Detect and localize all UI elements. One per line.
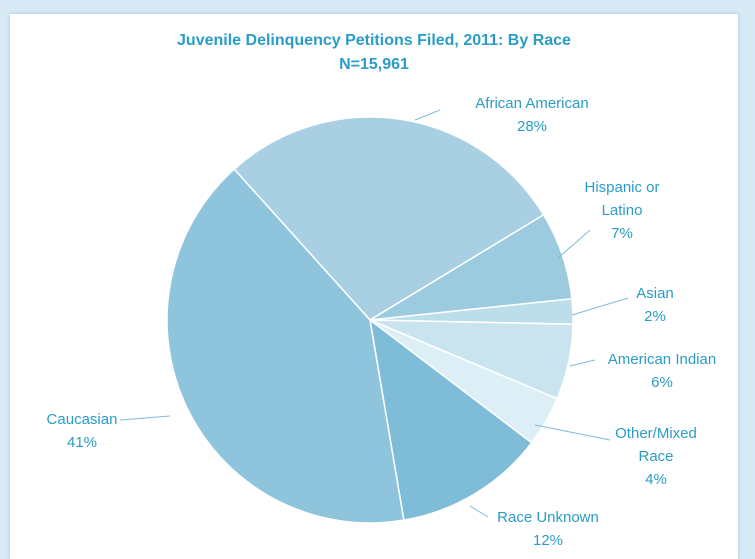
slice-label: Race Unknown [497, 509, 599, 526]
leader-line [534, 424, 611, 441]
leader-line [571, 297, 629, 316]
pie-slice [368, 318, 533, 522]
leader-line [414, 109, 441, 121]
leader-line [469, 505, 489, 518]
chart [119, 109, 629, 524]
slice-label: Hispanic or Latino [584, 179, 660, 219]
leader-line [569, 359, 596, 367]
pie-slice [166, 168, 405, 524]
slice-label: American Indian [607, 351, 717, 368]
slice-value-label: 2% [644, 308, 666, 325]
panel: Juvenile Delinquency Petitions Filed, 20… [10, 14, 738, 559]
slice-label: Other/Mixed Race [615, 425, 697, 465]
slice-value-label: 7% [611, 225, 633, 242]
slice-value-label: 6% [651, 374, 673, 391]
pie-slice [233, 116, 545, 321]
leader-line [557, 229, 591, 259]
slice-label: Caucasian [46, 411, 118, 428]
slice-value-label: 28% [516, 118, 548, 135]
leader-line [119, 415, 171, 421]
chart-title: Juvenile Delinquency Petitions Filed, 20… [177, 32, 571, 49]
chart-subtitle: N=15,961 [339, 56, 409, 73]
slice-label: Asian [636, 285, 674, 302]
slice-label: African American [475, 95, 589, 112]
slice-value-label: 4% [645, 471, 667, 488]
slice-value-label: 12% [532, 532, 564, 549]
slice-value-label: 41% [66, 434, 98, 451]
